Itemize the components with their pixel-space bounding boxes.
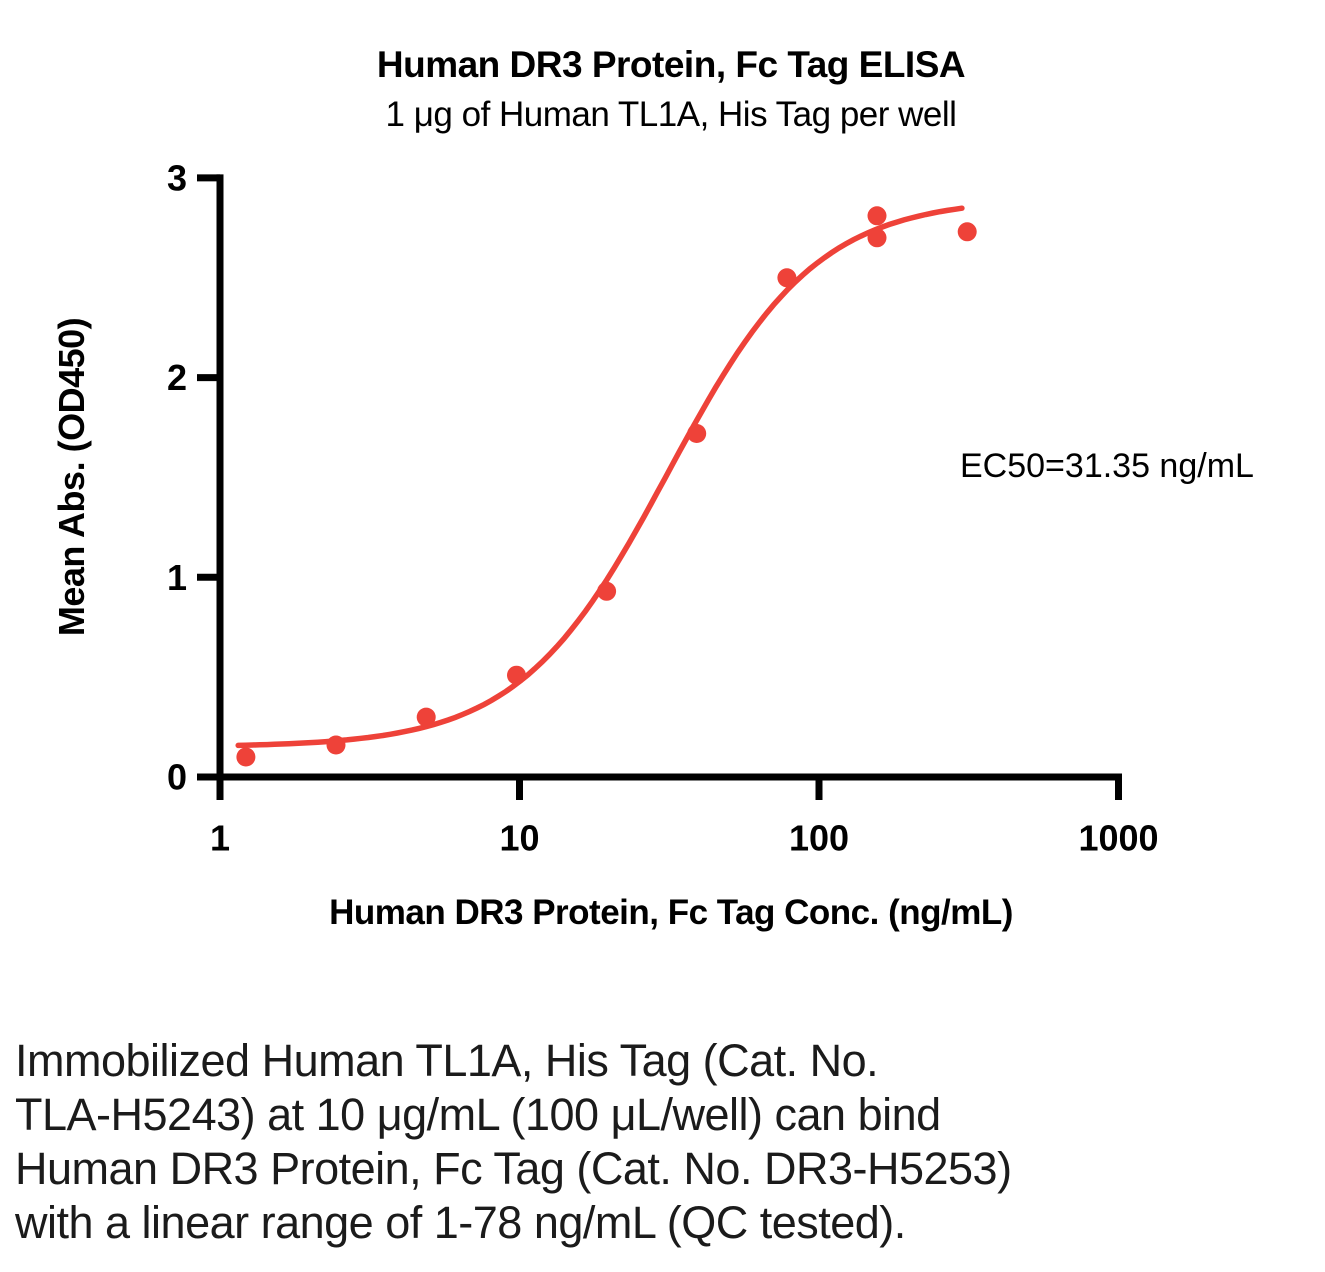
data-point	[597, 581, 617, 601]
caption-line: Human DR3 Protein, Fc Tag (Cat. No. DR3-…	[15, 1143, 1012, 1194]
x-tick-label: 1	[210, 818, 230, 859]
data-point	[687, 424, 707, 443]
caption-line: Immobilized Human TL1A, His Tag (Cat. No…	[15, 1035, 879, 1086]
figure-caption: Immobilized Human TL1A, His Tag (Cat. No…	[15, 1034, 1320, 1250]
data-point	[867, 228, 887, 248]
y-tick-label: 1	[167, 557, 187, 598]
fit-curve	[235, 205, 965, 749]
chart-title: Human DR3 Protein, Fc Tag ELISA	[376, 44, 966, 85]
x-tick-label: 10	[499, 818, 539, 859]
caption-line: TLA-H5243) at 10 μg/mL (100 μL/well) can…	[15, 1089, 941, 1140]
data-point	[326, 735, 346, 755]
data-point	[957, 222, 977, 242]
caption-line: with a linear range of 1-78 ng/mL (QC te…	[15, 1197, 906, 1248]
ec50-annotation: EC50=31.35 ng/mL	[960, 447, 1254, 485]
y-tick-label: 0	[167, 757, 187, 798]
y-tick-label: 3	[167, 157, 187, 198]
x-tick-label: 100	[789, 818, 849, 859]
data-point	[416, 707, 436, 727]
data-point	[867, 206, 887, 226]
chart-subtitle: 1 μg of Human TL1A, His Tag per well	[385, 95, 957, 134]
x-axis-label: Human DR3 Protein, Fc Tag Conc. (ng/mL)	[329, 893, 1013, 932]
x-tick-label: 1000	[1078, 818, 1158, 859]
data-point	[777, 268, 797, 288]
data-point	[507, 665, 526, 685]
y-tick-label: 2	[167, 357, 187, 398]
data-point	[236, 747, 256, 767]
y-axis-label: Mean Abs. (OD450)	[51, 317, 92, 637]
